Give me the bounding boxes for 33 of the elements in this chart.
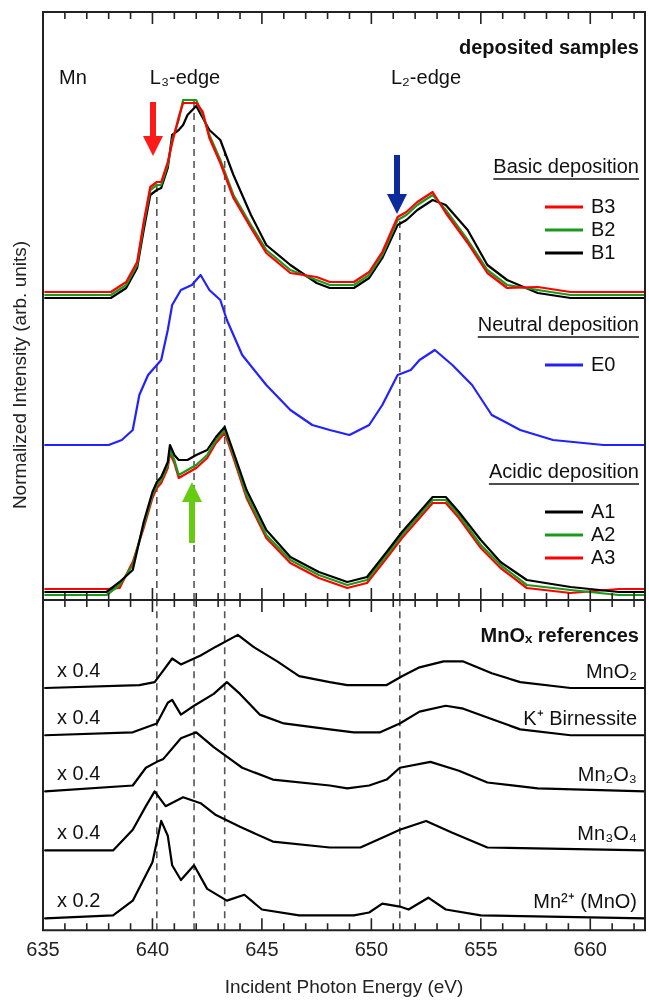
x-axis-title: Incident Photon Energy (eV): [224, 975, 464, 997]
series-label: MnO₂: [585, 660, 638, 683]
annotation: x 0.4: [57, 761, 101, 784]
x-tick-label: 635: [26, 937, 60, 960]
annotation: Basic deposition: [493, 154, 639, 177]
annotation: x 0.4: [57, 658, 101, 681]
legend-label: A3: [591, 545, 616, 568]
legend-label: A1: [591, 499, 616, 522]
text: L₂-edge: [390, 65, 462, 88]
text: Mn: [59, 65, 87, 88]
legend-label: B1: [591, 240, 616, 263]
annotation: x 0.4: [57, 705, 101, 728]
legend-label: B3: [591, 194, 616, 217]
legend-label: B2: [591, 217, 616, 240]
x-tick-label: 660: [573, 937, 607, 960]
annotation: Acidic deposition: [488, 459, 639, 482]
x-tick-label: 650: [354, 937, 389, 960]
series-label: K⁺ Birnessite: [523, 707, 638, 730]
chart-title: MnOₓ references: [480, 623, 639, 646]
series-label: Mn²⁺ (MnO): [533, 890, 638, 913]
annotation: Neutral deposition: [477, 312, 639, 335]
annotation: x 0.4: [57, 820, 101, 843]
series-label: Mn₂O₃: [577, 763, 637, 786]
x-tick-label: 645: [245, 937, 279, 960]
text: L₃-edge: [149, 65, 221, 88]
annotation: x 0.2: [57, 888, 101, 911]
legend-label: A2: [591, 522, 616, 545]
x-tick-label: 655: [464, 937, 498, 960]
series-label: Mn₃O₄: [577, 822, 638, 845]
x-tick-label: 640: [135, 937, 170, 960]
legend-label: E0: [591, 352, 616, 375]
chart-title: deposited samples: [458, 35, 639, 58]
y-axis-title: Normalized Intensity (arb. units): [9, 240, 31, 510]
